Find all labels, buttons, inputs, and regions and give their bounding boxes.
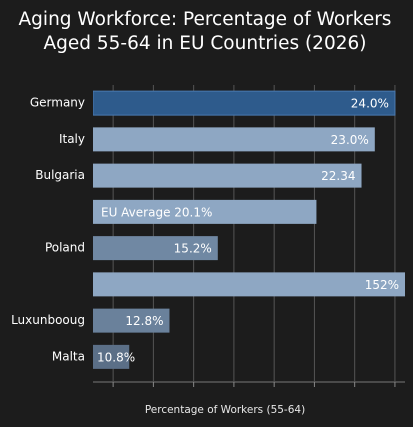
plot-area bbox=[93, 90, 405, 369]
value-label: 22.34 bbox=[321, 169, 355, 183]
bar bbox=[93, 272, 405, 297]
value-label: 152% bbox=[365, 278, 399, 292]
value-label: 10.8% bbox=[97, 350, 135, 364]
value-label: 12.8% bbox=[125, 314, 163, 328]
bar bbox=[93, 344, 130, 369]
value-label: 23.0% bbox=[331, 133, 369, 147]
value-label: EU Average 20.1% bbox=[101, 205, 212, 219]
value-label: 15.2% bbox=[174, 242, 212, 256]
bar bbox=[93, 236, 218, 261]
value-label: 24.0% bbox=[351, 97, 389, 111]
x-axis-label: Percentage of Workers (55-64) bbox=[145, 404, 305, 416]
chart-title: Aged 55-64 in EU Countries (2026) bbox=[43, 33, 366, 54]
y-tick-label: Luxunbooug bbox=[11, 313, 85, 327]
y-tick-label: Bulgaria bbox=[35, 168, 85, 182]
y-tick-label: Italy bbox=[59, 132, 85, 146]
bar bbox=[93, 308, 170, 333]
bar bbox=[93, 163, 362, 188]
bar bbox=[93, 127, 375, 152]
y-tick-label: Poland bbox=[45, 241, 85, 255]
y-tick-label: Malta bbox=[52, 349, 85, 363]
bar bbox=[93, 90, 396, 116]
chart-title: Aging Workforce: Percentage of Workers bbox=[19, 9, 392, 30]
bar bbox=[93, 199, 317, 224]
y-tick-label: Germany bbox=[30, 96, 85, 110]
